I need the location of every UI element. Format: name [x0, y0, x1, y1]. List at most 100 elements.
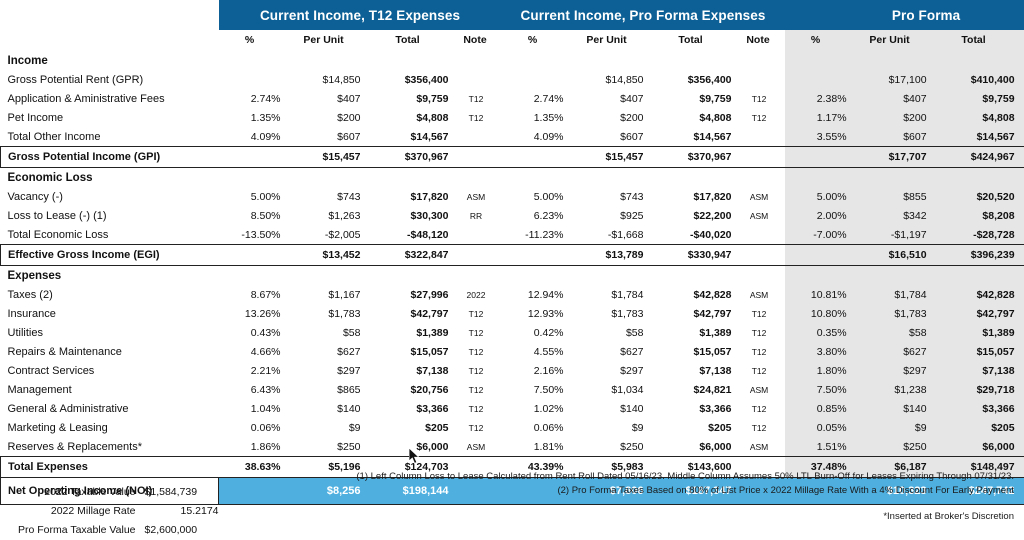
header-b-note: Note	[738, 30, 785, 51]
cell-b-note: T12	[738, 399, 785, 418]
cell-a-unit: $14,850	[287, 70, 367, 89]
cell-b-total: $7,138	[650, 361, 738, 380]
cell-b-unit: $1,783	[570, 304, 650, 323]
cell-c-unit: $16,510	[853, 245, 933, 266]
cell-c-pct: -7.00%	[785, 225, 853, 245]
cell-c-note	[1021, 127, 1024, 147]
cell-c-total: $8,208	[933, 206, 1021, 225]
cell-a-pct: 2.74%	[219, 89, 287, 108]
header-a-total: Total	[367, 30, 455, 51]
section-expenses-label: Expenses	[1, 266, 219, 286]
cell-a-pct	[219, 147, 287, 168]
cell-b-note	[738, 127, 785, 147]
cell-c-note: ASM	[1021, 380, 1024, 399]
cell-c-pct: 1.80%	[785, 361, 853, 380]
cell-a-pct	[219, 478, 287, 505]
cell-a-unit: $250	[287, 437, 367, 457]
footnotes: (1) Left Column Loss to Lease Calculated…	[356, 470, 1014, 498]
cell-a-pct: 0.43%	[219, 323, 287, 342]
cell-a-total: $4,808	[367, 108, 455, 127]
row-label: Utilities	[1, 323, 219, 342]
cell-b-pct: 1.35%	[502, 108, 570, 127]
cell-b-total: $1,389	[650, 323, 738, 342]
cell-b-unit: $15,457	[570, 147, 650, 168]
cell-b-note: T12	[738, 361, 785, 380]
header-b-total: Total	[650, 30, 738, 51]
tax-summary-table: 2022 Taxable Value $1,584,739 2022 Milla…	[18, 483, 225, 540]
cell-a-unit: $1,783	[287, 304, 367, 323]
cell-c-pct: 0.85%	[785, 399, 853, 418]
section-expenses: Expenses	[1, 266, 1024, 286]
cell-b-note: T12	[738, 323, 785, 342]
cell-a-pct: 4.66%	[219, 342, 287, 361]
cell-a-pct: 6.43%	[219, 380, 287, 399]
cell-a-unit: $15,457	[287, 147, 367, 168]
cell-b-note	[738, 245, 785, 266]
cell-c-unit: -$1,197	[853, 225, 933, 245]
row-label: Gross Potential Income (GPI)	[1, 147, 219, 168]
cell-a-total: $3,366	[367, 399, 455, 418]
cell-b-pct	[502, 245, 570, 266]
cell-c-unit: $855	[853, 187, 933, 206]
cell-a-note: T12	[455, 399, 502, 418]
cell-a-pct: 0.06%	[219, 418, 287, 437]
banner-current-income-proforma: Current Income, Pro Forma Expenses	[502, 0, 785, 30]
cell-b-unit: $58	[570, 323, 650, 342]
row-label: Taxes (2)	[1, 285, 219, 304]
cell-a-note: ASM	[455, 437, 502, 457]
proforma-table: Current Income, T12 Expenses Current Inc…	[0, 0, 1024, 505]
cell-c-note	[1021, 225, 1024, 245]
row-label: Management	[1, 380, 219, 399]
header-a-pct: %	[219, 30, 287, 51]
cell-c-note: T12	[1021, 304, 1024, 323]
cell-b-note	[738, 147, 785, 168]
cell-b-total: $330,947	[650, 245, 738, 266]
cell-c-pct: 10.80%	[785, 304, 853, 323]
cell-b-unit: $13,789	[570, 245, 650, 266]
cell-b-total: $9,759	[650, 89, 738, 108]
cell-a-note	[455, 147, 502, 168]
cell-a-note: 2022	[455, 285, 502, 304]
cell-b-unit: $1,034	[570, 380, 650, 399]
cell-b-total: $370,967	[650, 147, 738, 168]
cell-c-pct: 7.50%	[785, 380, 853, 399]
cell-c-note	[1021, 478, 1024, 505]
table-row: Loss to Lease (-) (1) 8.50% $1,263 $30,3…	[1, 206, 1024, 225]
row-label: Pet Income	[1, 108, 219, 127]
cell-a-unit: $9	[287, 418, 367, 437]
cell-a-pct: 38.63%	[219, 457, 287, 478]
cell-a-unit: $607	[287, 127, 367, 147]
cell-b-pct	[502, 70, 570, 89]
cell-a-total: $17,820	[367, 187, 455, 206]
cell-a-total: $14,567	[367, 127, 455, 147]
cell-a-total: $30,300	[367, 206, 455, 225]
cell-b-unit: -$1,668	[570, 225, 650, 245]
cell-a-note: T12	[455, 323, 502, 342]
cell-a-pct: 1.04%	[219, 399, 287, 418]
cell-c-total: $1,389	[933, 323, 1021, 342]
cell-a-note: RR	[455, 206, 502, 225]
cell-c-pct: 5.00%	[785, 187, 853, 206]
tax-summary-key: 2022 Millage Rate	[18, 502, 145, 521]
cell-a-note: T12	[455, 418, 502, 437]
cell-c-unit: $607	[853, 127, 933, 147]
cell-a-unit: $200	[287, 108, 367, 127]
row-label: Vacancy (-)	[1, 187, 219, 206]
cell-a-note	[455, 225, 502, 245]
cell-b-pct: 2.74%	[502, 89, 570, 108]
cell-b-unit: $14,850	[570, 70, 650, 89]
cell-c-note	[1021, 457, 1024, 478]
cell-a-total: $20,756	[367, 380, 455, 399]
cell-a-pct: 8.50%	[219, 206, 287, 225]
tax-summary-row: Pro Forma Taxable Value $2,600,000	[18, 521, 225, 540]
banner-current-income-t12: Current Income, T12 Expenses	[219, 0, 502, 30]
table-row: Marketing & Leasing 0.06% $9 $205 T12 0.…	[1, 418, 1024, 437]
cell-c-total: $20,520	[933, 187, 1021, 206]
cell-a-pct: 5.00%	[219, 187, 287, 206]
cell-a-note	[455, 245, 502, 266]
column-header-row: % Per Unit Total Note % Per Unit Total N…	[1, 30, 1024, 51]
cell-c-note: T12	[1021, 323, 1024, 342]
cell-a-note: T12	[455, 304, 502, 323]
row-label: Contract Services	[1, 361, 219, 380]
cell-c-note: T12	[1021, 342, 1024, 361]
